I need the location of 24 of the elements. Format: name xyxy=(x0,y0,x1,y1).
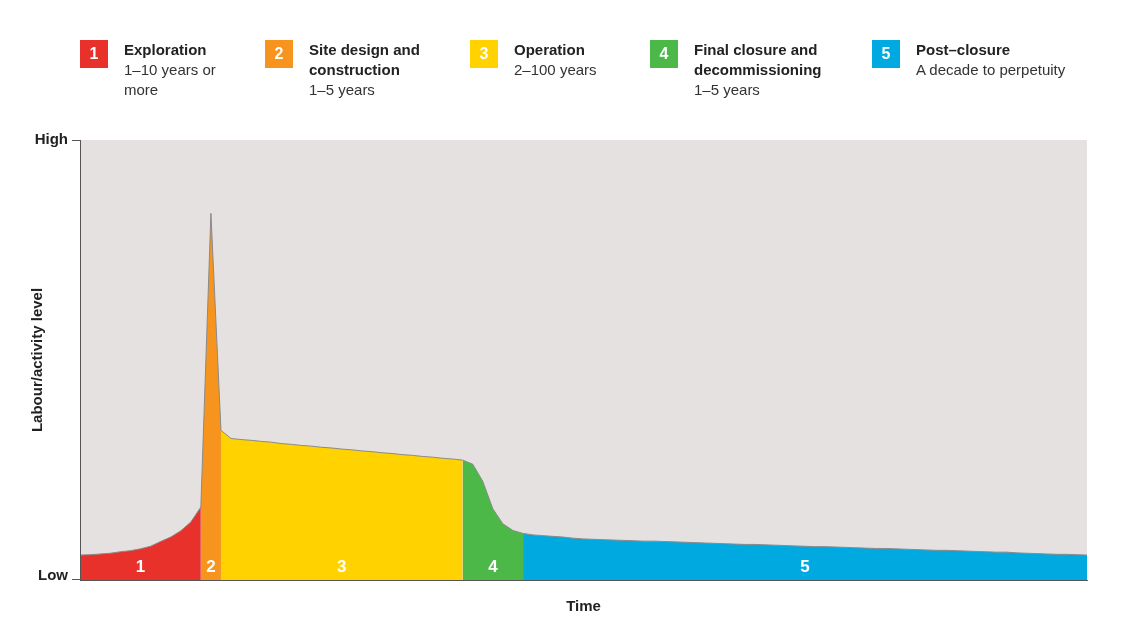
text: 1–5 years xyxy=(309,80,376,100)
text: A decade to perpetuity xyxy=(916,60,1067,80)
annotation: 1 xyxy=(135,557,146,577)
y-axis-title: Labour/activity level xyxy=(28,287,46,433)
annotation: 5 xyxy=(800,557,810,577)
text: 1–5 years xyxy=(694,80,761,100)
legend-label: Operation xyxy=(514,40,586,60)
text: Low xyxy=(38,566,69,584)
legend-label: Site design and construction xyxy=(309,40,421,80)
text: 5 xyxy=(881,45,891,62)
annotation: 4 xyxy=(488,557,499,577)
x-axis-title: Time xyxy=(566,597,601,615)
legend-label: Final closure and decommissioning xyxy=(694,40,823,80)
text: 2 xyxy=(274,45,284,62)
text: 4 xyxy=(659,45,669,62)
legend-label: Exploration xyxy=(124,40,208,60)
legend-label: Post–closure xyxy=(916,40,1012,60)
text: 2–100 years xyxy=(514,60,598,80)
text: 1–10 years or more xyxy=(124,60,217,100)
annotation: 2 xyxy=(206,557,216,577)
text: High xyxy=(34,130,68,148)
text: 1 xyxy=(89,45,99,62)
text: 3 xyxy=(479,45,489,62)
annotation: 3 xyxy=(337,557,347,577)
